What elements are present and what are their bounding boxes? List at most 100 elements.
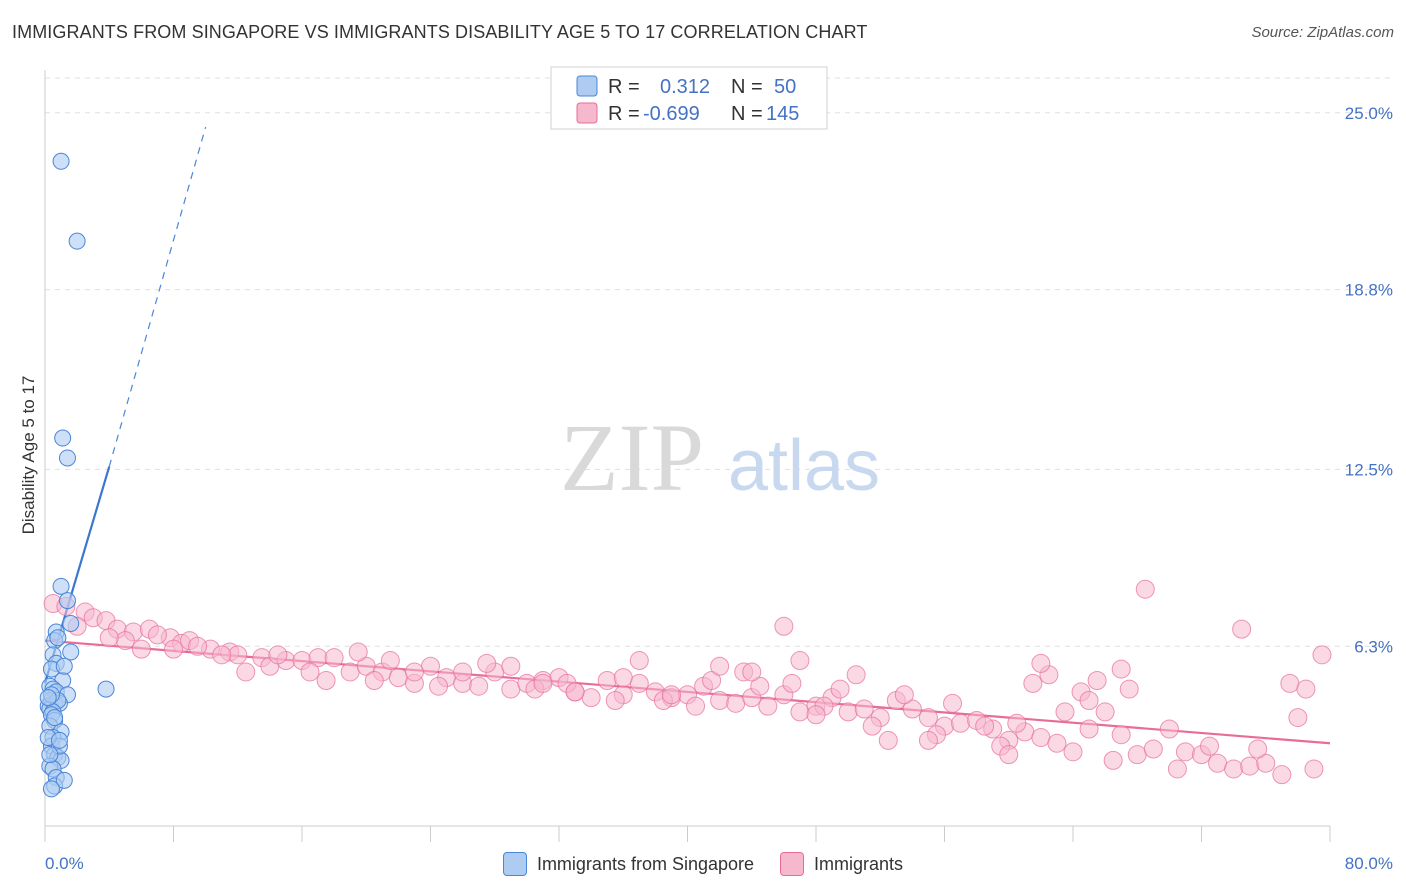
trend-singapore-extension: [108, 126, 207, 467]
legend-r-value-pink: -0.699: [643, 103, 700, 125]
point-immigrants-128: [806, 705, 826, 725]
point-immigrants-133: [661, 685, 681, 705]
point-immigrants-81: [1288, 708, 1308, 728]
point-immigrants-30: [469, 676, 489, 696]
point-immigrants-113: [1103, 750, 1123, 770]
point-immigrants-32: [501, 679, 521, 699]
point-immigrants-118: [1232, 619, 1252, 639]
legend-n-value-pink: 145: [766, 103, 799, 125]
point-immigrants-37: [581, 688, 601, 708]
point-singapore-4: [52, 577, 70, 595]
legend-label-singapore: Immigrants from Singapore: [536, 853, 755, 874]
point-immigrants-74: [1175, 742, 1195, 762]
point-singapore-44: [97, 680, 115, 698]
point-immigrants-148: [115, 631, 135, 651]
point-immigrants-134: [629, 651, 649, 671]
legend-swatch-pink: [576, 102, 598, 124]
point-immigrants-57: [902, 699, 922, 719]
point-immigrants-90: [605, 690, 625, 710]
point-immigrants-119: [1248, 739, 1268, 759]
point-immigrants-82: [1304, 759, 1324, 779]
point-immigrants-99: [846, 665, 866, 685]
point-immigrants-85: [348, 642, 368, 662]
point-immigrants-126: [999, 745, 1019, 765]
point-immigrants-145: [188, 636, 208, 656]
point-immigrants-140: [404, 662, 424, 682]
point-immigrants-96: [782, 673, 802, 693]
point-immigrants-68: [1079, 719, 1099, 739]
legend-r-label-pink: R =: [608, 103, 640, 125]
point-immigrants-132: [710, 656, 730, 676]
point-immigrants-107: [1007, 713, 1027, 733]
point-immigrants-70: [1111, 725, 1131, 745]
point-immigrants-83: [236, 662, 256, 682]
point-singapore-0: [52, 152, 70, 170]
point-immigrants-129: [790, 651, 810, 671]
source-credit: Source: ZipAtlas.com: [1251, 24, 1394, 41]
x-tick-label-0: 0.0%: [45, 854, 84, 873]
point-immigrants-80: [1272, 765, 1292, 785]
point-immigrants-105: [975, 716, 995, 736]
point-immigrants-54: [854, 699, 874, 719]
point-immigrants-102: [894, 685, 914, 705]
legend-n-label-blue: N =: [731, 76, 763, 98]
watermark-atlas: atlas: [728, 426, 880, 506]
point-immigrants-46: [726, 693, 746, 713]
legend-item-immigrants: Immigrants: [780, 852, 903, 876]
chart-title: IMMIGRANTS FROM SINGAPORE VS IMMIGRANTS …: [12, 22, 868, 42]
point-singapore-39: [55, 771, 73, 789]
point-immigrants-146: [164, 639, 183, 659]
point-immigrants-67: [1063, 742, 1083, 762]
point-immigrants-79: [1256, 753, 1276, 773]
point-singapore-45: [55, 657, 73, 675]
point-immigrants-27: [421, 656, 440, 676]
legend-bottom: Immigrants from Singapore Immigrants: [0, 852, 1406, 876]
point-immigrants-24: [380, 651, 400, 671]
point-immigrants-143: [268, 645, 288, 665]
point-immigrants-66: [1047, 733, 1067, 753]
point-immigrants-122: [1312, 645, 1332, 665]
point-immigrants-14: [228, 645, 248, 665]
series-immigrants-points: [43, 579, 1332, 785]
x-tick-label-1: 80.0%: [1345, 854, 1393, 873]
point-immigrants-127: [918, 730, 938, 750]
point-immigrants-142: [300, 662, 320, 682]
legend-label-immigrants: Immigrants: [814, 853, 904, 874]
point-immigrants-50: [790, 702, 810, 722]
point-immigrants-120: [1280, 673, 1300, 693]
point-immigrants-20: [324, 648, 344, 668]
y-tick-label-3: 25.0%: [1345, 104, 1393, 123]
point-immigrants-112: [1087, 671, 1107, 691]
point-immigrants-92: [686, 696, 706, 716]
point-immigrants-117: [1200, 736, 1220, 756]
legend-n-label-pink: N =: [731, 103, 763, 125]
point-singapore-6: [62, 614, 80, 632]
point-immigrants-150: [99, 628, 119, 648]
point-singapore-48: [50, 731, 68, 749]
point-immigrants-21: [340, 662, 360, 682]
point-immigrants-108: [1023, 673, 1043, 693]
point-immigrants-38: [597, 671, 617, 691]
legend-top: R = 0.312 N = 50 R = -0.699 N = 145: [550, 66, 828, 130]
point-immigrants-84: [316, 671, 336, 691]
point-singapore-47: [46, 709, 64, 727]
point-immigrants-110: [1055, 702, 1075, 722]
point-immigrants-124: [1111, 659, 1131, 679]
point-immigrants-116: [1167, 759, 1187, 779]
point-immigrants-149: [147, 625, 167, 645]
point-immigrants-65: [1031, 728, 1051, 748]
point-immigrants-45: [710, 690, 730, 710]
point-singapore-49: [39, 689, 57, 707]
legend-n-value-blue: 50: [774, 76, 796, 98]
point-immigrants-87: [477, 653, 497, 673]
point-immigrants-77: [1224, 759, 1244, 779]
point-immigrants-137: [533, 673, 553, 693]
point-immigrants-115: [1135, 579, 1155, 599]
point-immigrants-123: [1031, 653, 1051, 673]
point-immigrants-139: [453, 662, 473, 682]
legend-swatch-blue: [576, 75, 598, 97]
point-singapore-43: [41, 746, 59, 764]
point-singapore-5: [58, 592, 76, 610]
point-immigrants-69: [1095, 702, 1115, 722]
